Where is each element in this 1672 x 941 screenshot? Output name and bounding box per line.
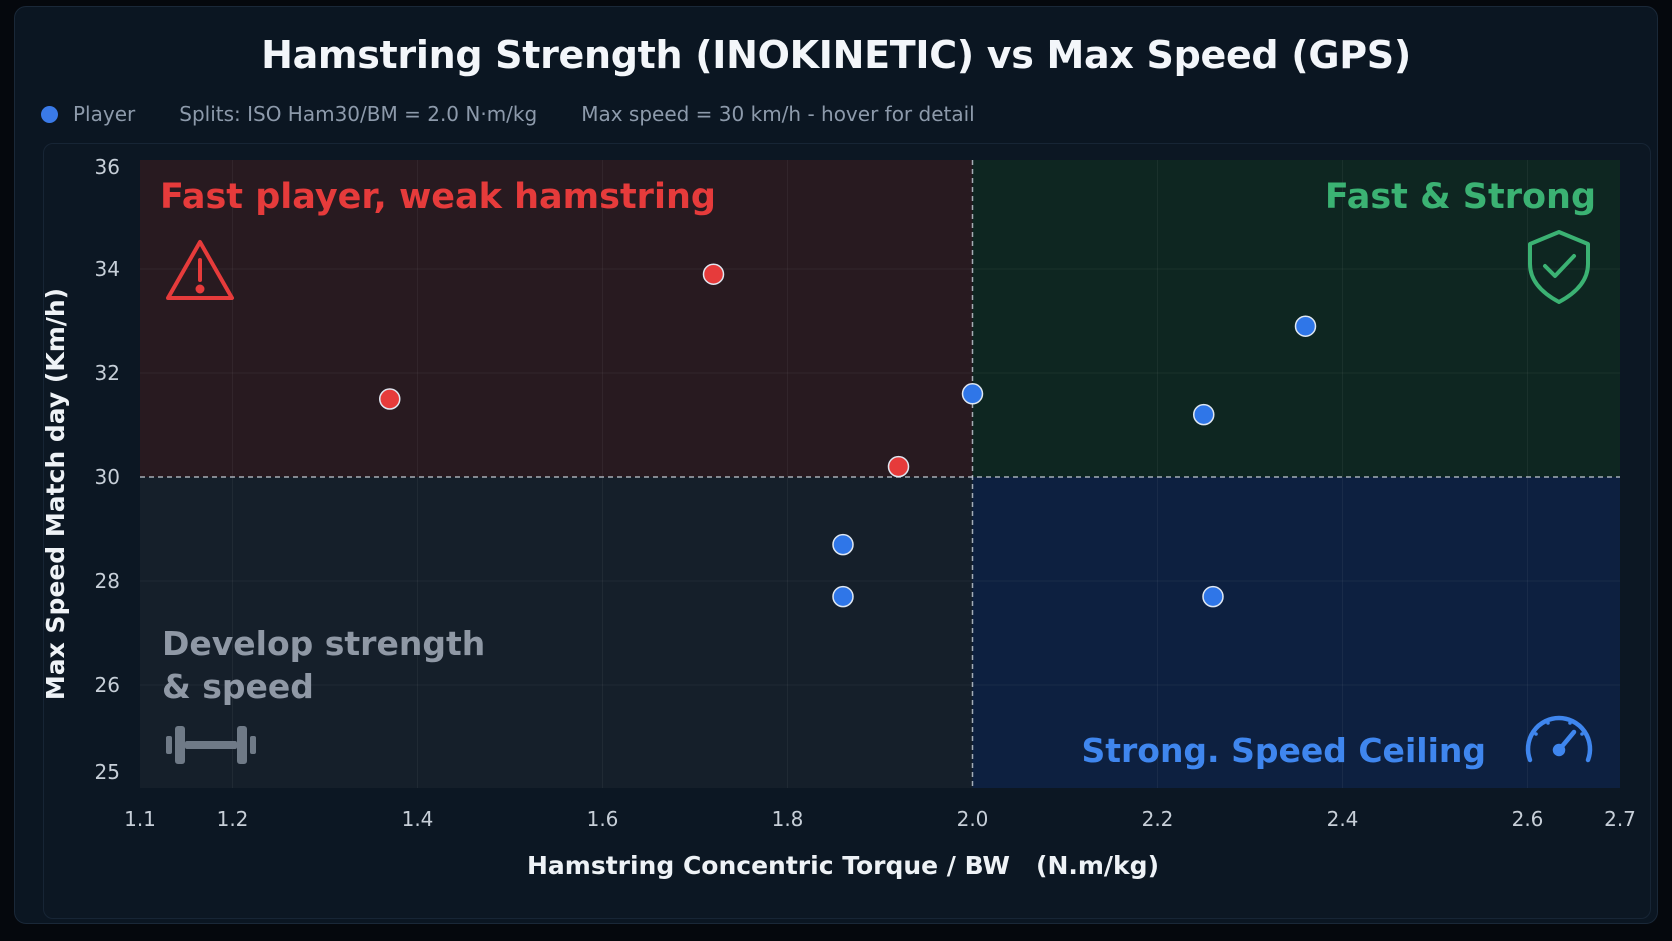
shield-check-icon (1528, 230, 1590, 304)
x-tick-label: 2.4 (1327, 807, 1359, 831)
x-tick-label: 1.6 (587, 807, 619, 831)
data-point-blue (961, 383, 984, 405)
legend-player-label: Player (73, 102, 136, 126)
y-tick-label: 26 (95, 673, 120, 697)
warning-icon (166, 240, 234, 300)
x-tick-label: 1.2 (217, 807, 249, 831)
speedometer-icon (1525, 715, 1593, 763)
x-tick-label: 1.1 (124, 807, 156, 831)
x-axis-title: Hamstring Concentric Torque / BW (N.m/kg… (527, 851, 1159, 880)
data-point-blue (832, 533, 854, 556)
data-point-blue (1193, 403, 1215, 426)
x-tick-label: 2.0 (957, 807, 989, 831)
y-tick-label: 34 (95, 257, 120, 281)
quadrant-label-top-left: Fast player, weak hamstring (160, 177, 716, 217)
quadrant-top-left (140, 160, 973, 477)
chart-title: Hamstring Strength (INOKINETIC) vs Max S… (261, 33, 1411, 77)
dumbbell-icon (166, 726, 256, 764)
quadrant-label-bottom-right: Strong. Speed Ceiling (1081, 731, 1486, 770)
y-tick-label: 36 (95, 155, 120, 179)
x-tick-label: 2.6 (1512, 807, 1544, 831)
quadrant-bottom-left (140, 477, 973, 788)
quadrant-label-bottom-left-1: Develop strength (162, 624, 485, 663)
data-point-blue (1202, 585, 1224, 608)
legend-splits-text: Splits: ISO Ham30/BM = 2.0 N·m/kg (179, 102, 538, 126)
x-tick-label: 2.7 (1604, 807, 1636, 831)
x-tick-label: 2.2 (1142, 807, 1174, 831)
legend-speed-text: Max speed = 30 km/h - hover for detail (581, 102, 975, 126)
quadrant-label-top-right: Fast & Strong (1325, 177, 1596, 217)
data-point-blue (832, 585, 854, 608)
data-point-red (379, 388, 401, 410)
legend-player-marker (41, 105, 58, 123)
y-tick-label: 28 (95, 569, 120, 593)
data-point-red (887, 455, 910, 478)
y-tick-label: 30 (95, 465, 120, 489)
y-axis-title: Max Speed Match day (Km/h) (41, 288, 70, 700)
y-tick-label: 25 (95, 760, 120, 784)
quadrant-bottom-right (972, 477, 1620, 788)
y-tick-label: 32 (95, 361, 120, 385)
grid (140, 160, 1620, 788)
quadrant-label-bottom-left-2: & speed (162, 667, 314, 706)
x-tick-label: 1.8 (772, 807, 804, 831)
legend: Player Splits: ISO Ham30/BM = 2.0 N·m/kg… (41, 99, 1019, 129)
data-point-blue (1294, 315, 1317, 337)
data-point-red (702, 263, 725, 285)
x-tick-label: 1.4 (402, 807, 434, 831)
quadrant-top-right (972, 160, 1620, 477)
